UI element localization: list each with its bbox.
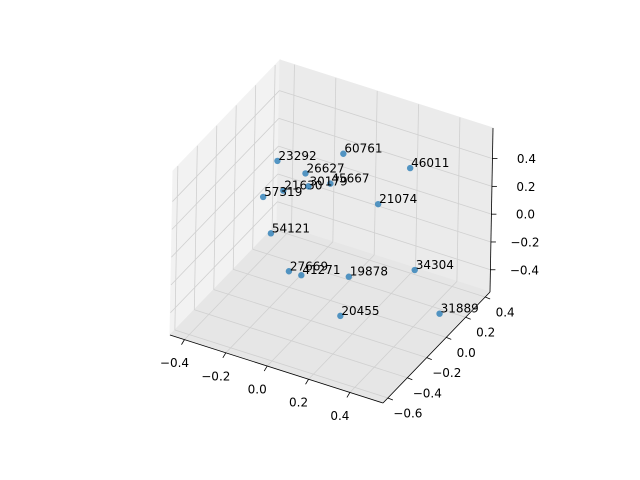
point-label: 34304	[416, 258, 454, 272]
point	[302, 170, 309, 177]
grid-line	[194, 309, 408, 379]
point-label: 57319	[264, 185, 302, 199]
tick-mark	[446, 337, 452, 340]
point	[436, 310, 443, 317]
point-label: 31889	[441, 302, 479, 316]
tick-mark	[346, 392, 351, 398]
z-tick-label: −0.2	[510, 235, 539, 249]
point-label: 21630	[284, 179, 322, 193]
grid-line	[232, 105, 237, 270]
grid-line	[193, 145, 198, 310]
grid-line	[184, 228, 292, 340]
grid-line	[373, 91, 378, 256]
grid-line	[349, 281, 458, 393]
y-tick-label: 0.2	[476, 326, 495, 340]
grid-line	[291, 64, 295, 229]
point	[374, 200, 382, 208]
x-tick-label: −0.2	[201, 369, 230, 383]
grid-line	[170, 201, 278, 314]
point-label: 23292	[278, 149, 316, 163]
grid-line	[266, 254, 375, 367]
y-tick-label: 0.0	[457, 346, 476, 360]
point	[305, 183, 312, 190]
grid-line	[213, 289, 427, 358]
z-tick-label: 0.4	[517, 152, 536, 166]
grid-line	[272, 228, 486, 298]
tick-mark	[465, 316, 471, 320]
grid-line	[308, 267, 416, 380]
tick-mark	[222, 352, 227, 359]
y-tick-label: −0.4	[413, 386, 442, 400]
tick-mark	[407, 377, 413, 381]
tick-mark	[387, 397, 394, 401]
point	[337, 312, 344, 320]
point-label: 20455	[341, 304, 379, 318]
grid-line	[233, 269, 447, 338]
grid-line	[170, 173, 279, 286]
point-label: 26627	[306, 161, 344, 175]
point	[411, 266, 418, 274]
grid-line	[279, 90, 493, 159]
grid-line	[172, 90, 280, 202]
point	[280, 187, 287, 194]
grid-line	[456, 117, 461, 282]
grid-line	[174, 329, 388, 399]
point-label: 54121	[272, 221, 310, 235]
axis-line	[382, 291, 491, 404]
x-tick-label: 0.0	[248, 383, 267, 397]
grid-line	[225, 241, 334, 354]
point	[259, 193, 267, 201]
point-label: 41271	[302, 263, 340, 277]
x-tick-label: 0.2	[289, 396, 308, 410]
point-label: 60761	[344, 142, 382, 156]
tick-mark	[426, 357, 432, 360]
tick-mark	[263, 365, 268, 372]
grid-line	[252, 85, 257, 250]
grid-line	[415, 104, 419, 269]
grid-line	[171, 145, 279, 258]
grid-line	[278, 117, 493, 187]
tick-mark	[181, 339, 185, 345]
point-label: 19878	[350, 265, 388, 279]
grid-line	[171, 118, 280, 230]
point-label: 45667	[331, 172, 369, 186]
grid-line	[277, 173, 492, 243]
point	[406, 164, 414, 172]
z-tick-label: 0.2	[516, 180, 535, 194]
point	[298, 272, 305, 279]
point-label: 21074	[379, 192, 417, 206]
z-tick-label: −0.4	[510, 263, 539, 277]
y-tick-label: −0.2	[432, 366, 461, 380]
tick-mark	[305, 379, 309, 385]
point	[285, 268, 293, 275]
grid-line	[271, 65, 276, 230]
grid-line	[278, 145, 492, 215]
point	[345, 273, 352, 280]
point	[327, 180, 334, 187]
point	[340, 150, 347, 157]
grid-line	[332, 77, 337, 242]
axis-line	[489, 127, 494, 293]
axis-line	[169, 334, 384, 404]
x-tick-label: −0.4	[160, 356, 189, 370]
point-label: 46011	[411, 156, 449, 170]
point	[267, 230, 275, 237]
y-tick-label: 0.4	[496, 306, 515, 320]
y-tick-label: −0.6	[393, 406, 422, 420]
grid-line	[174, 165, 179, 330]
grid-line	[252, 248, 466, 318]
point	[274, 157, 281, 165]
grid-line	[213, 125, 218, 290]
point-label: 30179	[310, 174, 348, 188]
x-tick-label: 0.4	[330, 409, 349, 423]
grid-line	[277, 201, 491, 271]
point-label: 27669	[290, 259, 328, 273]
tick-mark	[484, 296, 491, 300]
z-tick-label: 0.0	[516, 208, 535, 222]
